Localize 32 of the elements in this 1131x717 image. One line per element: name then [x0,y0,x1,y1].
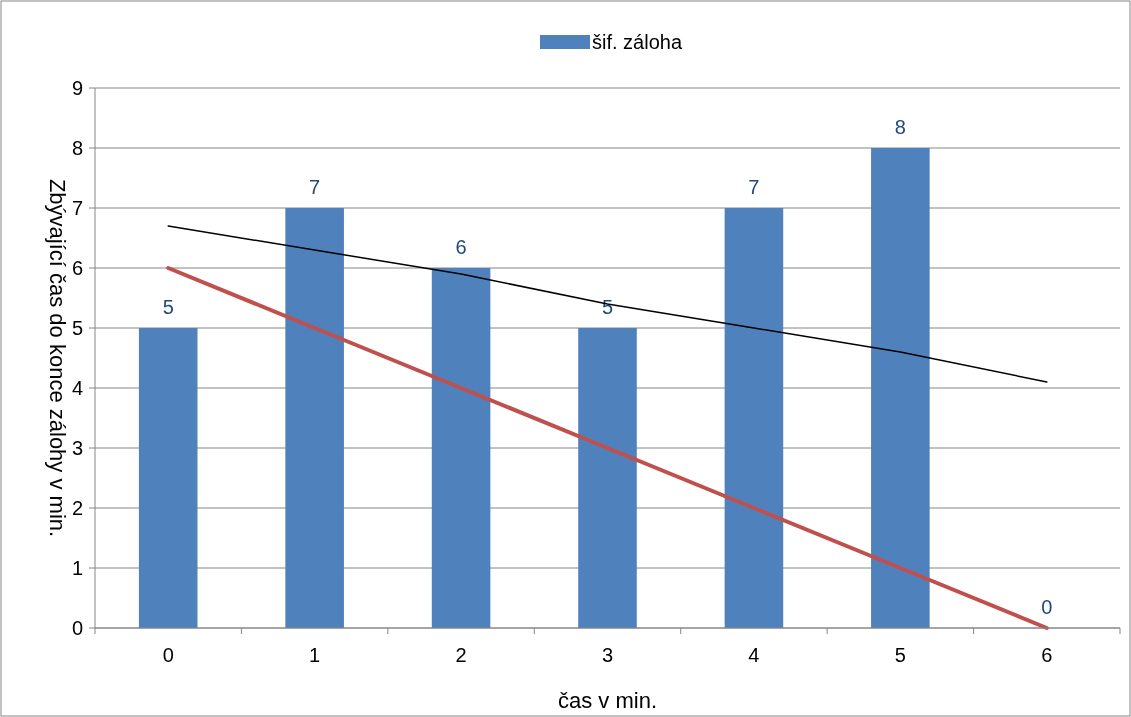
bar [871,148,930,628]
data-label: 6 [455,236,467,258]
x-tick-label: 0 [162,644,174,666]
y-tick-label: 1 [71,557,83,579]
y-tick-label: 0 [71,617,83,639]
data-label: 7 [748,176,760,198]
bar [138,328,198,628]
x-tick-label: 4 [748,644,760,666]
x-tick-label: 6 [1041,644,1053,666]
y-tick-label: 5 [71,317,83,339]
x-axis-title: čas v min. [557,688,658,713]
y-axis-title: Zbývající čas do konce zálohy v min. [45,178,70,538]
x-tick-label: 1 [309,644,321,666]
y-tick-label: 7 [71,197,83,219]
y-tick-label: 2 [71,497,83,519]
bar [578,328,637,628]
x-tick-label: 3 [601,644,614,666]
y-tick-label: 6 [71,257,83,279]
x-tick-label: 5 [894,644,906,666]
bar [285,208,344,628]
bar [431,268,491,628]
x-tick-label: 2 [455,644,467,666]
y-tick-label: 8 [71,137,83,159]
y-tick-label: 9 [71,77,83,99]
data-label: 7 [309,176,321,198]
data-label: 5 [162,296,174,318]
data-label: 8 [894,116,906,138]
legend-label: šif. záloha [592,31,683,53]
data-label: 0 [1041,596,1053,618]
bar [724,208,784,628]
y-tick-label: 3 [71,437,83,459]
y-tick-label: 4 [71,377,83,399]
